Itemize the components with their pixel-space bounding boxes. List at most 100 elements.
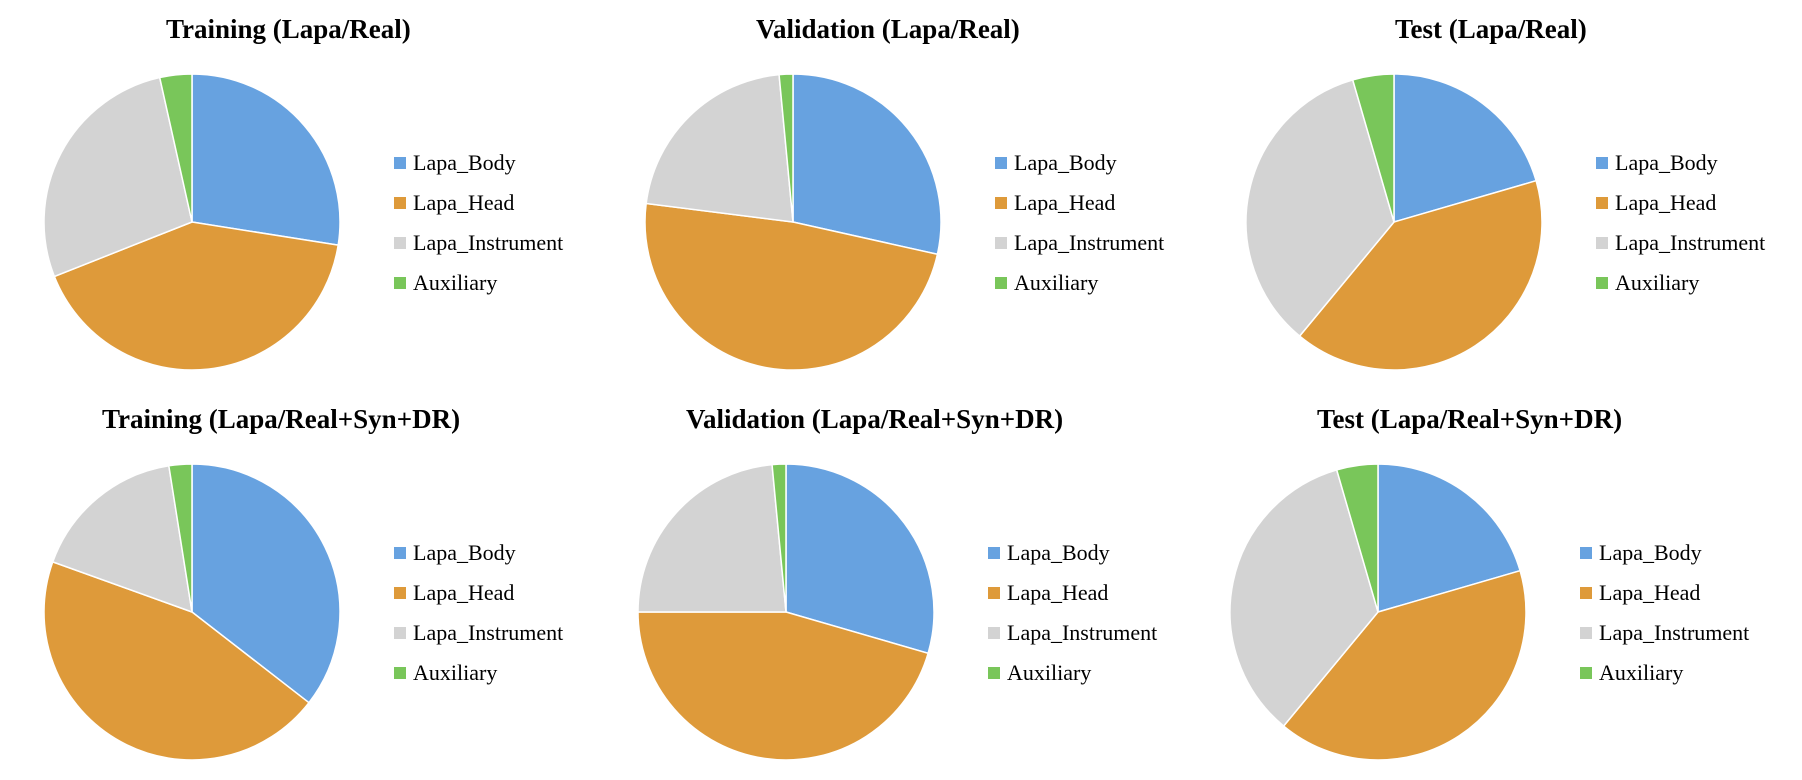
pie-chart — [43, 463, 341, 761]
legend-swatch — [988, 587, 1000, 599]
legend-label: Lapa_Instrument — [1014, 230, 1165, 255]
legend-item: Lapa_Instrument — [1580, 613, 1749, 653]
pie-chart-panel: Test (Lapa/Real) Lapa_Body Lapa_Head Lapa_… — [1202, 0, 1802, 390]
legend-swatch — [1580, 667, 1592, 679]
legend-label: Lapa_Body — [1599, 540, 1702, 565]
pie-slice-auxiliary — [778, 73, 794, 223]
legend-label: Lapa_Head — [1615, 190, 1717, 215]
legend-item: Lapa_Body — [1596, 143, 1765, 183]
pie-chart-panel: Test (Lapa/Real+Syn+DR) Lapa_Body Lapa_He… — [1202, 390, 1802, 780]
legend-item: Auxiliary — [1580, 653, 1749, 693]
pie-chart — [43, 73, 341, 371]
chart-title: Test (Lapa/Real) — [1395, 14, 1587, 44]
pie-slice-lapa-body — [191, 73, 341, 247]
legend-label: Lapa_Instrument — [1007, 620, 1158, 645]
pie-slice-lapa-body — [1393, 73, 1538, 223]
legend-label: Lapa_Body — [413, 540, 516, 565]
legend-label: Auxiliary — [413, 660, 498, 685]
legend-item: Lapa_Body — [995, 143, 1164, 183]
legend-label: Lapa_Head — [413, 190, 515, 215]
legend-label: Auxiliary — [1014, 270, 1099, 295]
legend-item: Auxiliary — [1596, 263, 1765, 303]
legend-label: Lapa_Head — [413, 580, 515, 605]
legend-swatch — [1580, 627, 1592, 639]
chart-legend: Lapa_Body Lapa_Head Lapa_Instrument Auxilia… — [1580, 533, 1749, 693]
legend-swatch — [995, 157, 1007, 169]
legend-item: Lapa_Instrument — [394, 613, 563, 653]
legend-label: Auxiliary — [1615, 270, 1700, 295]
pie-slice-lapa-head — [53, 221, 340, 371]
pie-slice-lapa-head — [644, 202, 939, 371]
legend-swatch — [394, 627, 406, 639]
legend-swatch — [394, 667, 406, 679]
pie-chart — [644, 73, 942, 371]
legend-swatch — [988, 667, 1000, 679]
pie-slice-lapa-instrument — [1229, 468, 1379, 728]
pie-slice-lapa-instrument — [1245, 78, 1395, 338]
legend-label: Lapa_Instrument — [413, 230, 564, 255]
legend-item: Auxiliary — [988, 653, 1157, 693]
legend-item: Lapa_Head — [394, 183, 563, 223]
pie-chart — [1229, 463, 1527, 761]
chart-title: Test (Lapa/Real+Syn+DR) — [1317, 404, 1623, 434]
pie-chart-panel: Validation (Lapa/Real+Syn+DR) Lapa_Body L… — [601, 390, 1201, 780]
legend-label: Lapa_Body — [413, 150, 516, 175]
legend-swatch — [988, 627, 1000, 639]
legend-item: Lapa_Head — [995, 183, 1164, 223]
legend-item: Auxiliary — [394, 263, 563, 303]
legend-label: Lapa_Body — [1014, 150, 1117, 175]
chart-legend: Lapa_Body Lapa_Head Lapa_Instrument Auxilia… — [394, 533, 563, 693]
pie-chart-panel: Training (Lapa/Real) Lapa_Body Lapa_Head L… — [0, 0, 600, 390]
legend-swatch — [1596, 277, 1608, 289]
chart-legend: Lapa_Body Lapa_Head Lapa_Instrument Auxilia… — [394, 143, 563, 303]
legend-item: Lapa_Instrument — [995, 223, 1164, 263]
pie-slice-lapa-body — [1377, 463, 1522, 613]
legend-label: Lapa_Instrument — [1615, 230, 1766, 255]
pie-slice-auxiliary — [158, 73, 193, 223]
pie-slice-lapa-instrument — [645, 73, 794, 223]
legend-item: Lapa_Head — [1596, 183, 1765, 223]
pie-chart-panel: Training (Lapa/Real+Syn+DR) Lapa_Body Lap… — [0, 390, 600, 780]
chart-title: Training (Lapa/Real) — [166, 14, 411, 44]
pie-chart — [1245, 73, 1543, 371]
legend-item: Auxiliary — [995, 263, 1164, 303]
chart-legend: Lapa_Body Lapa_Head Lapa_Instrument Auxilia… — [988, 533, 1157, 693]
legend-swatch — [995, 197, 1007, 209]
legend-swatch — [394, 157, 406, 169]
legend-label: Lapa_Head — [1599, 580, 1701, 605]
pie-slice-auxiliary — [1351, 73, 1395, 223]
legend-item: Lapa_Head — [1580, 573, 1749, 613]
legend-swatch — [394, 237, 406, 249]
legend-label: Auxiliary — [1599, 660, 1684, 685]
legend-swatch — [1596, 197, 1608, 209]
legend-item: Lapa_Body — [394, 533, 563, 573]
legend-label: Lapa_Instrument — [1599, 620, 1750, 645]
pie-slice-lapa-body — [792, 73, 942, 256]
pie-slice-auxiliary — [771, 463, 787, 613]
chart-title: Validation (Lapa/Real+Syn+DR) — [686, 404, 1064, 434]
pie-slice-lapa-instrument — [51, 464, 193, 614]
legend-swatch — [394, 277, 406, 289]
chart-title: Training (Lapa/Real+Syn+DR) — [102, 404, 461, 434]
legend-item: Lapa_Instrument — [394, 223, 563, 263]
pie-slice-lapa-instrument — [637, 463, 787, 613]
legend-item: Lapa_Instrument — [988, 613, 1157, 653]
legend-swatch — [988, 547, 1000, 559]
pie-slice-lapa-body — [191, 463, 341, 704]
pie-slice-lapa-body — [785, 463, 935, 655]
legend-swatch — [394, 547, 406, 559]
pie-slice-lapa-head — [1282, 569, 1527, 761]
legend-swatch — [1580, 587, 1592, 599]
legend-label: Lapa_Head — [1007, 580, 1109, 605]
pie-chart — [637, 463, 935, 761]
pie-slice-auxiliary — [1335, 463, 1379, 613]
pie-slice-lapa-head — [43, 560, 310, 761]
legend-swatch — [1596, 237, 1608, 249]
legend-label: Lapa_Body — [1007, 540, 1110, 565]
legend-swatch — [995, 237, 1007, 249]
legend-item: Lapa_Head — [988, 573, 1157, 613]
chart-legend: Lapa_Body Lapa_Head Lapa_Instrument Auxilia… — [995, 143, 1164, 303]
legend-label: Auxiliary — [1007, 660, 1092, 685]
legend-item: Lapa_Body — [988, 533, 1157, 573]
